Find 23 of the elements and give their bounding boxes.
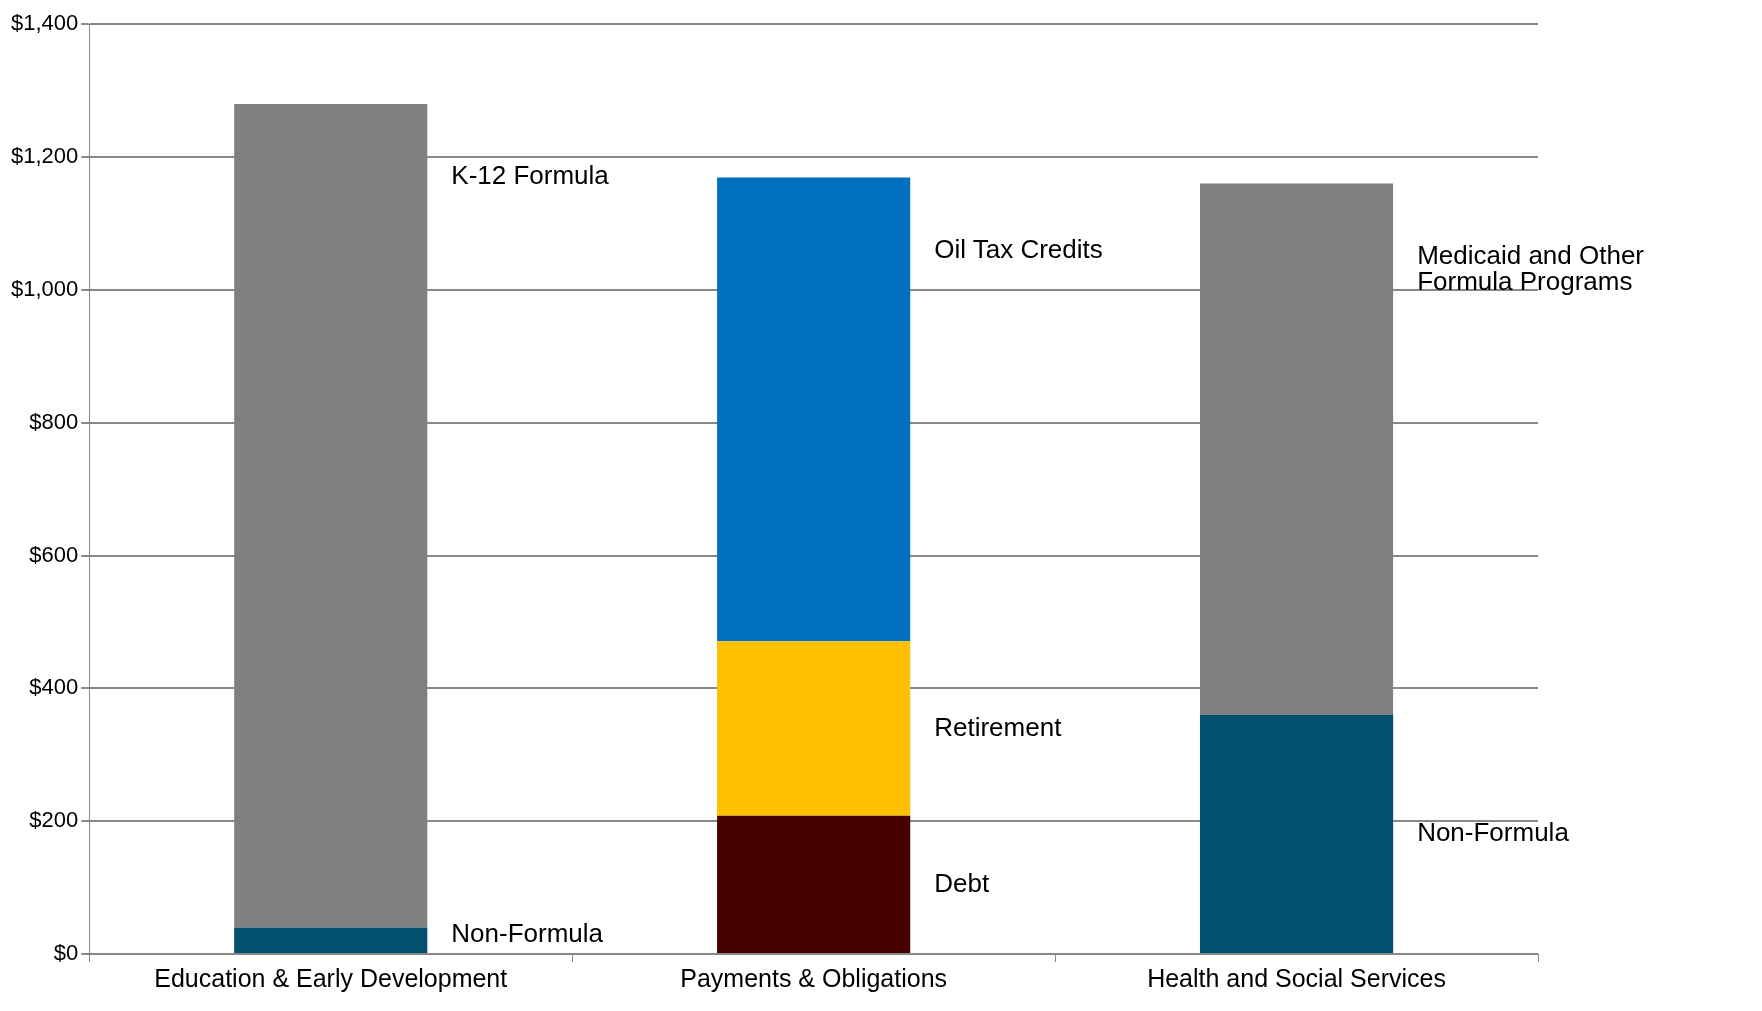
series-label: Retirement (934, 711, 1063, 742)
y-tick-label: $1,000 (10, 275, 79, 301)
bar (717, 641, 911, 816)
y-tick-label: $1,200 (10, 143, 79, 169)
bar (717, 177, 911, 642)
x-tick-label: Education & Early Development (154, 963, 508, 992)
bar (234, 927, 428, 953)
series-label: Non-Formula (451, 918, 604, 949)
series-label: Oil Tax Credits (934, 233, 1103, 264)
x-tick-label: Health and Social Services (1147, 963, 1446, 992)
y-tick-label: $800 (29, 408, 79, 434)
text: Non-Formula (1417, 817, 1569, 848)
y-tick-label: $1,400 (10, 10, 79, 36)
bar (1199, 714, 1394, 953)
series-label: Medicaid and Other Formula Programs (1417, 239, 1645, 296)
x-tick-label: Payments & Obligations (680, 963, 948, 992)
y-tick-label: $0 (53, 940, 79, 966)
y-tick-label: $600 (29, 541, 79, 567)
series-label: Debt (934, 867, 990, 898)
series-label: K-12 Formula (451, 160, 610, 191)
bar (717, 815, 911, 953)
y-tick-label: $200 (29, 807, 79, 833)
y-tick-label: $400 (29, 674, 79, 700)
